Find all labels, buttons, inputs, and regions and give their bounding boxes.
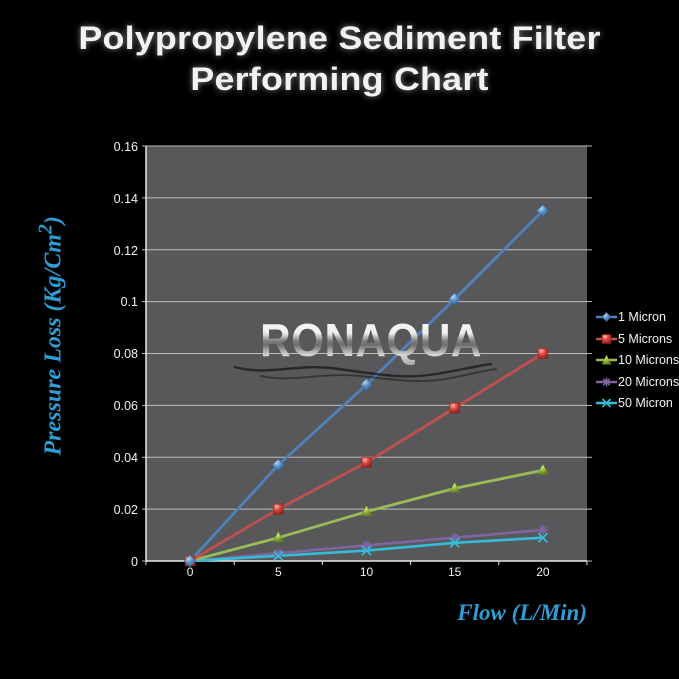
- svg-text:RONAQUA: RONAQUA: [260, 315, 482, 366]
